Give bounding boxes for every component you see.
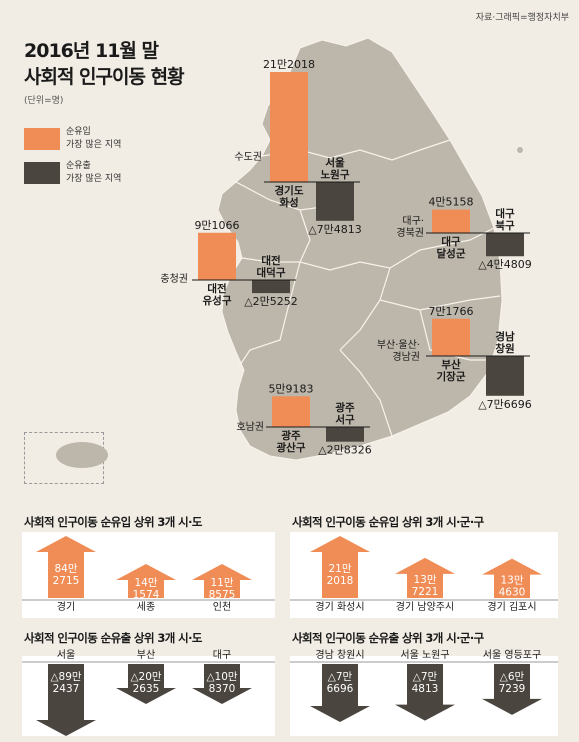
outflow-value-2: △2만5252	[244, 295, 298, 308]
outflow-bar-0	[316, 182, 354, 221]
outflow-value-3: △7만6696	[478, 398, 532, 411]
outflow-area-3: 경남 창원	[495, 330, 515, 355]
section-title-inflow-district: 사회적 인구이동 순유입 상위 3개 시·군·구	[292, 515, 484, 529]
jeju-island	[56, 442, 108, 468]
outflow-bar-3	[486, 356, 524, 396]
panel-outflow-district	[290, 656, 558, 736]
panel-inflow-district	[290, 532, 558, 618]
regional-bars: 21만2018 경기도 화성 서울 노원구 △7만4813 수도권 4만5158 대구 달성군 대구…	[160, 58, 531, 457]
province-borders	[235, 139, 501, 437]
korea-map-chart: 21만2018 경기도 화성 서울 노원구 △7만4813 수도권 4만5158 대구 달성군 대구…	[56, 37, 532, 468]
region-name-2: 충청권	[160, 273, 188, 285]
outflow-area-4: 광주 서구	[335, 402, 355, 426]
outflow-area-2: 대전 대덕구	[257, 254, 286, 279]
outflow-bar-4	[326, 427, 364, 442]
source-credit: 자료·그래픽=행정자치부	[475, 13, 569, 23]
inflow-area-1: 대구 달성군	[437, 235, 466, 260]
outflow-value-1: △4만4809	[478, 258, 532, 271]
legend-inflow-line2: 가장 많은 지역	[66, 140, 122, 150]
region-name-0: 수도권	[234, 151, 262, 163]
inflow-value-1: 4만5158	[428, 196, 473, 209]
inflow-value-3: 7만1766	[428, 305, 473, 318]
outflow-value-4: △2만8326	[318, 444, 372, 457]
panel-outflow-province	[22, 656, 275, 736]
legend-outflow-line1: 순유출	[66, 161, 91, 171]
inflow-bar-3	[432, 318, 470, 356]
panel-inflow-province	[22, 532, 275, 618]
inflow-value-0: 21만2018	[263, 58, 315, 71]
section-title-inflow-province: 사회적 인구이동 순유입 상위 3개 시·도	[24, 515, 202, 529]
inflow-value-2: 9만1066	[194, 219, 239, 232]
inflow-bar-1	[432, 209, 470, 233]
title-line-2: 사회적 인구이동 현황	[24, 66, 185, 88]
outflow-area-0: 서울 노원구	[321, 156, 350, 181]
inflow-area-2: 대전 유성구	[203, 282, 232, 307]
outflow-bar-1	[486, 233, 524, 257]
legend-inflow-line1: 순유입	[66, 127, 91, 137]
region-name-3: 부산·울산· 경남권	[377, 339, 420, 363]
unit-label: (단위=명)	[24, 96, 64, 106]
title-line-1: 2016년 11월 말	[24, 40, 159, 62]
region-name-4: 호남권	[236, 421, 264, 433]
inflow-bar-2	[198, 232, 236, 280]
inflow-area-3: 부산 기장군	[437, 358, 466, 383]
legend-outflow-line2: 가장 많은 지역	[66, 174, 122, 184]
inflow-value-4: 5만9183	[268, 382, 313, 395]
inflow-bar-4	[272, 396, 310, 427]
outflow-value-0: △7만4813	[308, 223, 362, 236]
legend-inflow-swatch	[24, 128, 60, 150]
legend-outflow-swatch	[24, 162, 60, 184]
inflow-bar-0	[270, 72, 308, 182]
inflow-area-0: 경기도 화성	[275, 184, 304, 209]
outflow-area-1: 대구 북구	[495, 207, 515, 232]
section-title-outflow-province: 사회적 인구이동 순유출 상위 3개 시·도	[24, 631, 202, 645]
ulleung-island	[517, 147, 523, 153]
outflow-bar-2	[252, 280, 290, 294]
section-title-outflow-district: 사회적 인구이동 순유출 상위 3개 시·군·구	[292, 631, 484, 645]
inflow-area-4: 광주 광산구	[277, 430, 306, 454]
region-name-1: 대구· 경북권	[396, 215, 424, 239]
